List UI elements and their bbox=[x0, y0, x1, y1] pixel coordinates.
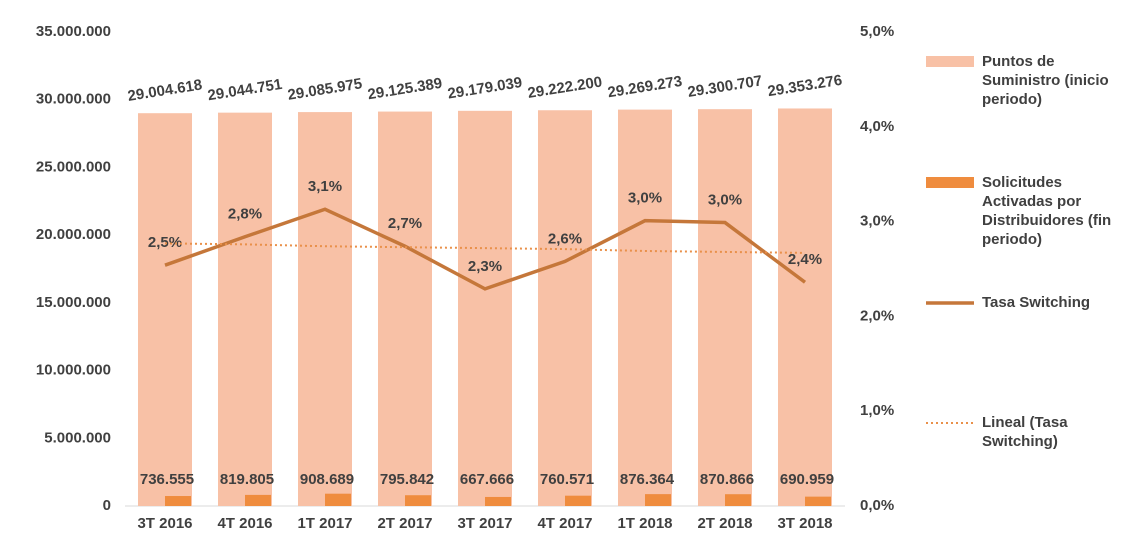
x-tick-label: 2T 2017 bbox=[377, 515, 432, 532]
bar bbox=[778, 108, 832, 506]
bar bbox=[538, 110, 592, 506]
legend-label: Lineal (Tasa Switching) bbox=[982, 414, 1068, 450]
y-tick-label: 20.000.000 bbox=[36, 226, 111, 243]
bar-value-label: 29.300.707 bbox=[687, 72, 764, 101]
trend-line bbox=[164, 242, 806, 254]
bar bbox=[378, 111, 432, 506]
y-tick-label: 25.000.000 bbox=[36, 158, 111, 175]
bar bbox=[218, 112, 272, 506]
line bbox=[164, 207, 807, 291]
y-tick-label: 35.000.000 bbox=[36, 23, 111, 40]
y2-tick-label: 4,0% bbox=[860, 118, 894, 135]
x-tick-label: 4T 2017 bbox=[537, 515, 592, 532]
y2-tick-label: 2,0% bbox=[860, 307, 894, 324]
bar-value-label: 760.571 bbox=[540, 471, 594, 488]
bar bbox=[298, 112, 352, 506]
bar-value-label: 29.085.975 bbox=[287, 75, 364, 104]
bar bbox=[725, 494, 751, 506]
y-tick-label: 30.000.000 bbox=[36, 91, 111, 108]
line-value-label: 3,1% bbox=[308, 178, 342, 195]
bar bbox=[458, 110, 512, 506]
bar bbox=[138, 113, 192, 506]
x-tick-label: 1T 2017 bbox=[297, 515, 352, 532]
line-value-label: 2,3% bbox=[468, 258, 502, 275]
y-tick-label: 5.000.000 bbox=[44, 429, 111, 446]
bar-value-label: 29.125.389 bbox=[367, 75, 444, 104]
bar-value-label: 876.364 bbox=[620, 471, 675, 488]
bar bbox=[618, 109, 672, 507]
bar-value-label: 29.004.618 bbox=[127, 76, 204, 105]
bar bbox=[405, 495, 431, 506]
bar bbox=[645, 494, 671, 506]
line-value-label: 2,7% bbox=[388, 215, 422, 232]
y2-tick-label: 5,0% bbox=[860, 23, 894, 40]
line-value-label: 3,0% bbox=[708, 192, 742, 209]
legend-label: Solicitudes Activadas por Distribuidores… bbox=[982, 174, 1112, 248]
bar bbox=[325, 493, 351, 506]
bar-value-label: 690.959 bbox=[780, 471, 834, 488]
bar bbox=[565, 495, 591, 506]
y-tick-label: 0 bbox=[103, 497, 111, 514]
legend-label: Tasa Switching bbox=[982, 294, 1091, 311]
bar-value-label: 908.689 bbox=[300, 471, 354, 488]
bar-value-label: 29.179.039 bbox=[447, 74, 524, 103]
line-value-label: 2,5% bbox=[148, 234, 182, 251]
bar-value-label: 870.866 bbox=[700, 471, 754, 488]
bar-value-label: 29.222.200 bbox=[527, 73, 604, 102]
y-tick-label: 10.000.000 bbox=[36, 362, 111, 379]
bar bbox=[485, 496, 511, 506]
legend-label: Puntos de Suministro (inicio periodo) bbox=[982, 53, 1109, 108]
bar-value-label: 29.353.276 bbox=[767, 72, 844, 101]
line-value-label: 2,4% bbox=[788, 251, 822, 268]
bar bbox=[805, 496, 831, 506]
line-value-label: 2,8% bbox=[228, 206, 262, 223]
bar-value-label: 819.805 bbox=[220, 471, 274, 488]
y2-tick-label: 0,0% bbox=[860, 497, 894, 514]
bar-value-label: 667.666 bbox=[460, 471, 514, 488]
y-tick-label: 15.000.000 bbox=[36, 294, 111, 311]
bar-value-label: 736.555 bbox=[140, 471, 194, 488]
legend-swatch bbox=[926, 56, 974, 67]
bar-value-label: 29.044.751 bbox=[207, 76, 284, 105]
bar bbox=[698, 109, 752, 507]
x-tick-label: 3T 2018 bbox=[777, 515, 832, 532]
x-tick-label: 3T 2017 bbox=[457, 515, 512, 532]
x-tick-label: 3T 2016 bbox=[137, 515, 192, 532]
y2-tick-label: 3,0% bbox=[860, 213, 894, 230]
x-tick-label: 4T 2016 bbox=[217, 515, 272, 532]
bar-value-label: 795.842 bbox=[380, 471, 434, 488]
bar bbox=[165, 496, 191, 506]
y2-tick-label: 1,0% bbox=[860, 402, 894, 419]
line-value-label: 2,6% bbox=[548, 230, 582, 247]
x-tick-label: 1T 2018 bbox=[617, 515, 672, 532]
x-tick-label: 2T 2018 bbox=[697, 515, 752, 532]
line-value-label: 3,0% bbox=[628, 190, 662, 207]
bar bbox=[245, 494, 271, 506]
legend-swatch bbox=[926, 177, 974, 188]
bar-value-label: 29.269.273 bbox=[607, 73, 684, 102]
